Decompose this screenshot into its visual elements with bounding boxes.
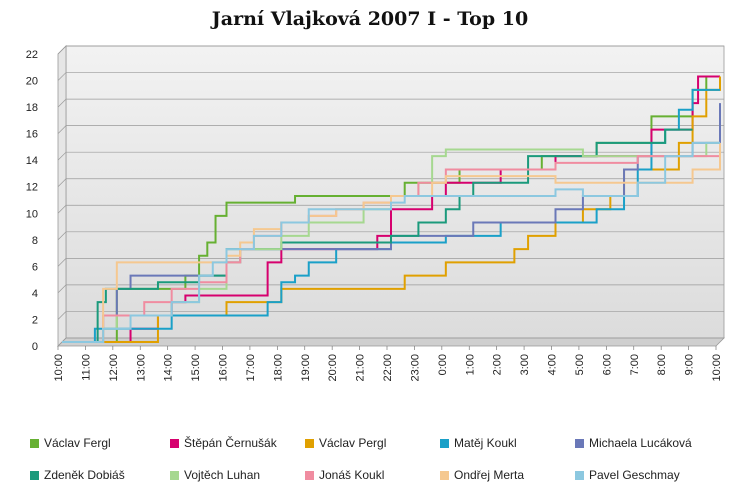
x-tick-label: 15:00 [190, 354, 202, 382]
x-tick-label: 21:00 [355, 354, 367, 382]
y-gridline [57, 178, 724, 187]
y-gridline [57, 72, 724, 81]
legend-label: Pavel Geschmay [589, 468, 680, 482]
series-line [62, 128, 693, 343]
legend-label: Michaela Lucáková [589, 436, 692, 450]
plot-side-wall [57, 45, 67, 347]
x-tick-label: 22:00 [382, 354, 394, 382]
legend-label: Vojtěch Luhan [184, 468, 261, 482]
x-tick-label: 20:00 [327, 354, 339, 382]
y-tick-label: 22 [26, 49, 38, 61]
y-tick-label: 2 [32, 314, 38, 326]
y-gridline [57, 125, 724, 134]
y-gridline [57, 311, 724, 320]
legend-swatch [170, 438, 179, 448]
x-tick-label: 14:00 [163, 354, 175, 382]
legend-item: Václav Fergl [30, 436, 111, 450]
legend-item: Michaela Lucáková [575, 436, 692, 450]
y-tick-label: 8 [32, 235, 38, 247]
y-gridline [57, 231, 724, 241]
x-tick-label: 6:00 [601, 354, 613, 375]
y-gridline [57, 45, 724, 55]
legend-swatch [440, 470, 449, 480]
x-tick-label: 19:00 [300, 354, 312, 382]
plot-back-wall [65, 45, 725, 339]
x-tick-label: 11:00 [80, 354, 92, 381]
y-tick-label: 10 [26, 208, 38, 220]
y-tick-label: 6 [32, 261, 38, 273]
y-gridline [57, 98, 724, 108]
legend-item: Vojtěch Luhan [170, 468, 260, 482]
y-tick-label: 18 [26, 102, 38, 114]
x-tick-label: 8:00 [656, 354, 668, 375]
y-tick-label: 12 [26, 182, 38, 194]
legend-swatch [440, 438, 449, 448]
legend-label: Jonáš Koukl [319, 468, 385, 482]
x-tick-label: 16:00 [218, 354, 230, 382]
x-tick-label: 13:00 [135, 354, 147, 382]
x-tick-label: 23:00 [409, 354, 421, 382]
x-tick-label: 7:00 [629, 354, 641, 375]
y-gridline [57, 337, 724, 347]
y-gridline [57, 284, 724, 294]
y-tick-label: 16 [26, 129, 38, 141]
legend-item: Štěpán Černušák [170, 436, 277, 450]
x-tick-label: 17:00 [245, 354, 257, 382]
x-tick-label: 18:00 [272, 354, 284, 382]
x-tick-label: 12:00 [108, 354, 120, 382]
x-tick-label: 9:00 [684, 354, 696, 375]
x-tick-label: 0:00 [437, 354, 449, 375]
x-tick-label: 4:00 [547, 354, 559, 375]
legend-item: Zdeněk Dobiáš [30, 468, 125, 482]
legend-label: Zdeněk Dobiáš [44, 468, 125, 482]
y-gridline [57, 204, 724, 214]
legend-swatch [575, 438, 584, 448]
y-tick-label: 14 [26, 155, 38, 167]
x-tick-label: 5:00 [574, 354, 586, 375]
legend-label: Matěj Koukl [454, 436, 517, 450]
x-tick-label: 3:00 [519, 354, 531, 375]
legend-item: Jonáš Koukl [305, 468, 384, 482]
legend-label: Štěpán Černušák [184, 436, 277, 450]
y-gridline [57, 258, 724, 267]
legend-label: Václav Fergl [44, 436, 111, 450]
legend-swatch [170, 470, 179, 480]
legend-item: Václav Pergl [305, 436, 386, 450]
legend-label: Ondřej Merta [454, 468, 525, 482]
series-line [62, 76, 721, 343]
x-tick-label: 10:00 [711, 354, 723, 382]
y-gridline [57, 151, 724, 161]
legend-swatch [305, 438, 314, 448]
x-tick-label: 10:00 [53, 354, 65, 382]
chart-title: Jarní Vlajková 2007 I - Top 10 [211, 8, 529, 30]
x-tick-label: 1:00 [464, 354, 476, 375]
legend-item: Matěj Koukl [440, 436, 517, 450]
legend-label: Václav Pergl [319, 436, 387, 450]
legend-item: Pavel Geschmay [575, 468, 680, 482]
legend-swatch [30, 470, 39, 480]
y-tick-label: 4 [32, 288, 38, 300]
y-tick-label: 0 [32, 341, 38, 353]
series-line [62, 141, 720, 343]
legend-swatch [30, 438, 39, 448]
y-tick-label: 20 [26, 76, 38, 88]
legend-swatch [305, 470, 314, 480]
series-line [62, 75, 720, 343]
legend-item: Ondřej Merta [440, 468, 524, 482]
legend-swatch [575, 470, 584, 480]
x-tick-label: 2:00 [492, 354, 504, 375]
